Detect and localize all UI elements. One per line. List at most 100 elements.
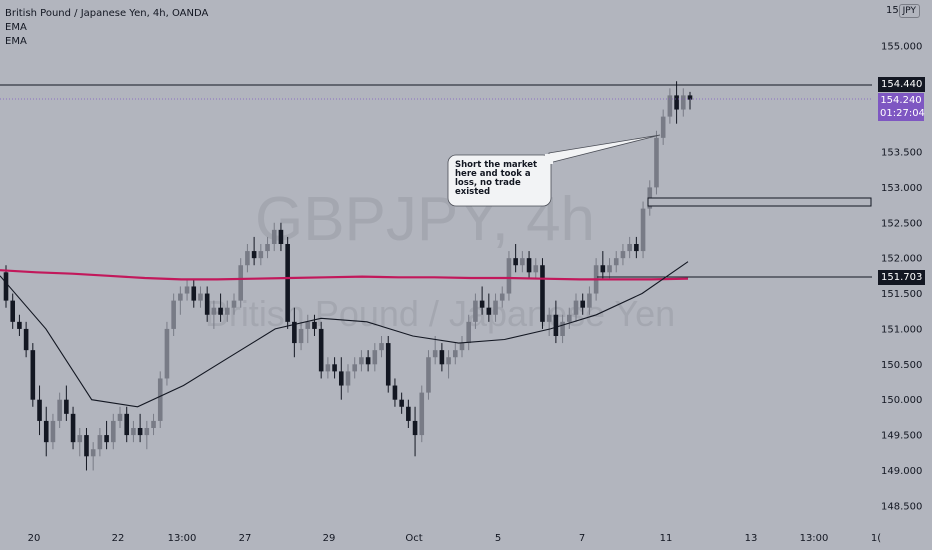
candle[interactable] (566, 314, 572, 322)
candle[interactable] (426, 357, 431, 393)
candle[interactable] (171, 300, 176, 329)
candle[interactable] (285, 244, 290, 322)
candle[interactable] (64, 399, 69, 414)
candle[interactable] (687, 95, 693, 100)
candle[interactable] (17, 321, 22, 329)
candle[interactable] (680, 95, 686, 110)
candle[interactable] (224, 307, 230, 315)
candle[interactable] (298, 328, 304, 344)
ema-fast-line[interactable] (0, 261, 689, 408)
candle[interactable] (251, 251, 257, 259)
candle[interactable] (184, 286, 190, 294)
candle[interactable] (473, 300, 478, 322)
candle[interactable] (30, 350, 36, 400)
candle[interactable] (77, 435, 83, 443)
candle[interactable] (318, 328, 324, 372)
candle[interactable] (600, 265, 606, 273)
candle[interactable] (640, 208, 646, 252)
candle[interactable] (151, 420, 156, 428)
annotation-callout[interactable]: Short the market here and took a loss, n… (447, 134, 661, 207)
candle[interactable] (379, 343, 384, 351)
candle[interactable] (499, 293, 505, 301)
candle[interactable] (245, 251, 250, 266)
candle[interactable] (37, 399, 42, 421)
candle[interactable] (305, 321, 311, 329)
candle[interactable] (406, 406, 411, 421)
candle[interactable] (412, 420, 418, 436)
candle[interactable] (540, 265, 545, 322)
candle[interactable] (204, 293, 210, 315)
candle[interactable] (164, 328, 170, 379)
candle[interactable] (613, 258, 619, 266)
indicator-ema-1[interactable]: EMA (5, 22, 27, 33)
candle[interactable] (10, 300, 16, 322)
candle[interactable] (137, 428, 143, 436)
candle[interactable] (23, 328, 29, 351)
candle[interactable] (345, 371, 351, 386)
candle[interactable] (479, 300, 485, 308)
candle[interactable] (157, 378, 163, 421)
symbol-title[interactable]: British Pound / Japanese Yen, 4h, OANDA (5, 8, 209, 19)
candle[interactable] (580, 300, 586, 308)
candle[interactable] (359, 357, 364, 365)
candle[interactable] (674, 95, 679, 110)
candle[interactable] (372, 350, 378, 365)
indicator-ema-2[interactable]: EMA (5, 36, 27, 47)
candle[interactable] (144, 428, 150, 436)
candle[interactable] (620, 251, 626, 259)
candle[interactable] (265, 244, 270, 252)
candle[interactable] (325, 364, 331, 372)
candle[interactable] (660, 116, 666, 138)
candle[interactable] (104, 435, 109, 443)
candle[interactable] (486, 307, 492, 315)
candle[interactable] (419, 392, 425, 436)
candle[interactable] (546, 314, 552, 322)
currency-button[interactable]: JPY (898, 4, 920, 18)
candle[interactable] (607, 265, 612, 273)
candle[interactable] (258, 251, 264, 259)
candle[interactable] (560, 321, 565, 336)
candle[interactable] (432, 350, 438, 358)
candle[interactable] (520, 258, 525, 266)
candle[interactable] (526, 258, 532, 273)
candle[interactable] (446, 357, 451, 365)
candle[interactable] (533, 265, 539, 273)
candle[interactable] (57, 399, 62, 421)
candle[interactable] (50, 420, 56, 443)
candle[interactable] (654, 137, 659, 188)
candle[interactable] (667, 95, 673, 117)
candle[interactable] (117, 413, 123, 421)
time-axis[interactable]: 20 22 13:00 27 29 Oct 5 7 11 13 13:00 1( (28, 533, 882, 544)
candle[interactable] (553, 314, 559, 336)
candle[interactable] (84, 435, 89, 457)
candle[interactable] (392, 385, 398, 400)
candle[interactable] (506, 258, 512, 294)
candle[interactable] (292, 321, 297, 344)
candle[interactable] (278, 229, 284, 244)
candle[interactable] (634, 244, 639, 252)
candle[interactable] (627, 244, 632, 252)
candle[interactable] (332, 364, 337, 372)
candle[interactable] (493, 300, 498, 315)
candle[interactable] (452, 350, 458, 358)
candle[interactable] (97, 435, 103, 450)
candle[interactable] (178, 293, 183, 301)
candle[interactable] (231, 300, 237, 308)
candle[interactable] (70, 413, 76, 443)
candle[interactable] (385, 343, 391, 386)
demand-zone[interactable] (647, 197, 872, 207)
candle[interactable] (587, 293, 592, 308)
candle[interactable] (573, 300, 579, 315)
ema-slow-line[interactable] (0, 269, 689, 281)
candle[interactable] (211, 307, 217, 315)
candle[interactable] (338, 371, 344, 386)
candle[interactable] (466, 321, 472, 344)
candle[interactable] (110, 420, 116, 443)
candle[interactable] (439, 350, 445, 365)
candle[interactable] (399, 399, 404, 407)
candle[interactable] (513, 258, 518, 266)
candle[interactable] (352, 364, 358, 372)
candle[interactable] (271, 229, 277, 244)
candle[interactable] (131, 428, 136, 436)
